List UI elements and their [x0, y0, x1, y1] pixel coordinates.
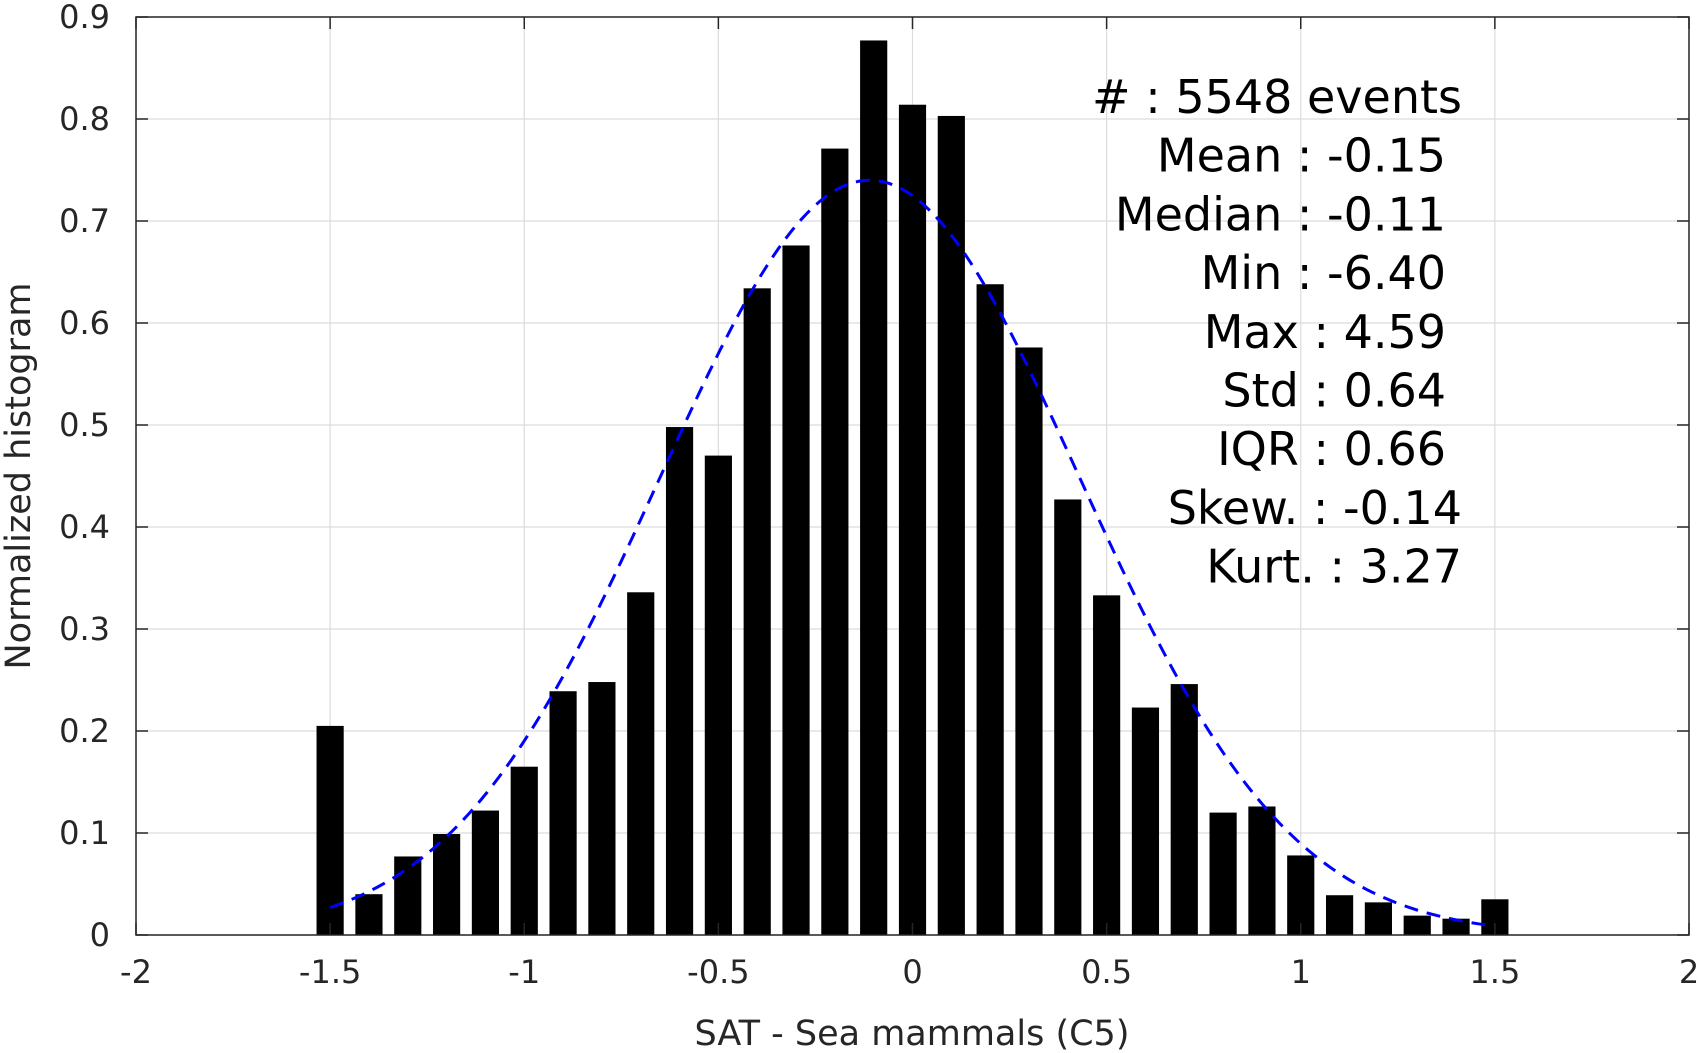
histogram-bar — [898, 104, 927, 936]
stats-line: # : 5548 events — [1092, 70, 1462, 124]
histogram-bar — [1209, 812, 1237, 935]
histogram-bar — [976, 284, 1004, 935]
x-tick-label: 0 — [902, 953, 922, 991]
x-tick-label: -1 — [508, 953, 540, 991]
histogram-bar — [782, 245, 810, 936]
histogram-bar — [1287, 855, 1315, 935]
x-tick-label: 0.5 — [1081, 953, 1132, 991]
histogram-bar — [1170, 684, 1198, 935]
histogram-bar — [627, 592, 655, 935]
x-tick-label: 1 — [1291, 953, 1311, 991]
stats-line: Std : 0.64 — [1222, 364, 1446, 418]
histogram-bar — [588, 682, 616, 935]
histogram-bar — [1054, 499, 1082, 935]
x-tick-label: 2 — [1679, 953, 1699, 991]
x-tick-labels: -2 -1.5 -1 -0.5 0 0.5 1 1.5 2 — [120, 953, 1699, 991]
histogram-bar — [471, 810, 500, 935]
y-tick-labels: 0 0.1 0.2 0.3 0.4 0.5 0.6 0.7 0.8 0.9 — [59, 0, 110, 954]
histogram-bar — [860, 40, 888, 935]
stats-line: Max : 4.59 — [1204, 305, 1446, 359]
histogram-bar — [1442, 918, 1470, 935]
y-tick-label: 0.6 — [59, 304, 110, 342]
axis-ticks — [135, 16, 1690, 936]
histogram-bar — [1248, 806, 1276, 935]
histogram-bar — [549, 691, 577, 935]
histogram-bar — [394, 856, 422, 935]
histogram-bar — [1403, 915, 1431, 935]
y-tick-label: 0 — [90, 916, 110, 954]
histogram-bar — [1131, 707, 1160, 935]
histogram-bar — [355, 894, 383, 935]
x-tick-label: -0.5 — [687, 953, 749, 991]
stats-line: IQR : 0.66 — [1217, 422, 1446, 476]
stats-line: Kurt. : 3.27 — [1206, 540, 1462, 594]
y-tick-label: 0.4 — [59, 508, 110, 546]
histogram-bar — [1325, 895, 1354, 935]
x-axis-label: SAT - Sea mammals (C5) — [695, 1014, 1130, 1053]
y-tick-label: 0.3 — [59, 610, 110, 648]
bars — [316, 40, 1509, 936]
histogram-bar — [704, 455, 732, 935]
y-tick-label: 0.5 — [59, 406, 110, 444]
y-axis-label: Normalized histogram — [0, 282, 39, 669]
histogram-bar — [316, 725, 344, 935]
stats-line: Skew. : -0.14 — [1168, 481, 1462, 535]
normal-fit-curve — [329, 178, 1496, 928]
y-tick-label: 0.2 — [59, 712, 110, 750]
x-tick-label: -1.5 — [299, 953, 361, 991]
histogram-bar — [937, 115, 965, 935]
histogram-bar — [433, 834, 461, 935]
y-tick-label: 0.9 — [59, 0, 110, 36]
y-tick-label: 0.7 — [59, 202, 110, 240]
histogram-bar — [1364, 902, 1392, 935]
x-tick-label: -2 — [120, 953, 152, 991]
histogram-bar — [743, 288, 771, 935]
histogram-bar — [1015, 347, 1043, 936]
histogram-bar — [510, 766, 538, 935]
histogram-bar — [665, 427, 694, 935]
y-tick-label: 0.8 — [59, 100, 110, 138]
stats-line: Median : -0.11 — [1115, 187, 1446, 241]
stats-line: Min : -6.40 — [1201, 246, 1446, 300]
stats-line: Mean : -0.15 — [1157, 129, 1446, 183]
x-tick-label: 1.5 — [1469, 953, 1520, 991]
y-tick-label: 0.1 — [59, 814, 110, 852]
histogram-bar — [821, 148, 849, 935]
histogram-bar — [1093, 595, 1121, 935]
